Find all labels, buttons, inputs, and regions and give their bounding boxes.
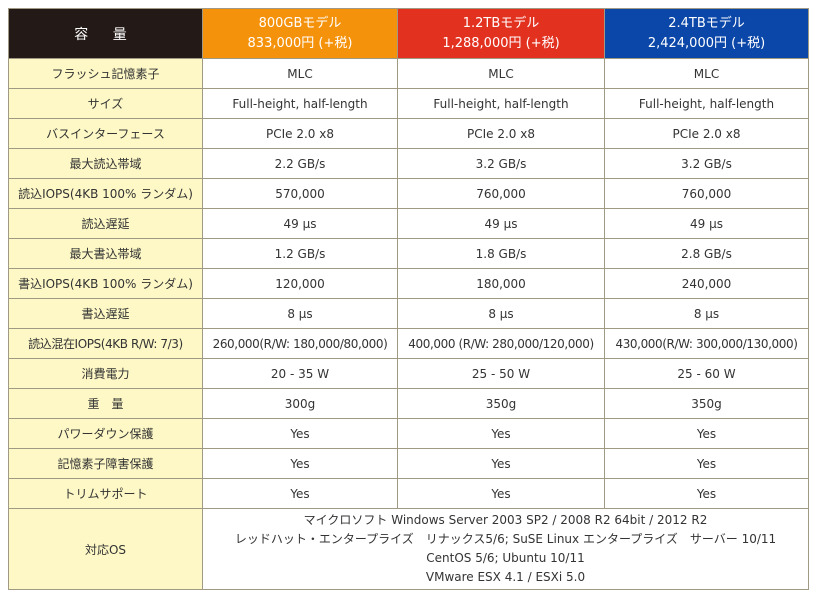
spec-row-mixed-iops: 読込混在IOPS(4KB R/W: 7/3) 260,000(R/W: 180,0…: [8, 328, 809, 359]
spec-value: Yes: [397, 448, 605, 479]
row-label: 読込IOPS(4KB 100% ランダム): [8, 178, 203, 209]
spec-row-trim-support: トリムサポート Yes Yes Yes: [8, 478, 809, 509]
spec-value: 760,000: [604, 178, 809, 209]
spec-value: 180,000: [397, 268, 605, 299]
spec-value: Full-height, half-length: [202, 88, 398, 119]
spec-value: 25 - 60 W: [604, 358, 809, 389]
spec-row-read-iops: 読込IOPS(4KB 100% ランダム) 570,000 760,000 760,0…: [8, 178, 809, 209]
model-header-2-4tb: 2.4TBモデル 2,424,000円 (+税): [604, 8, 809, 59]
row-label: 記憶素子障害保護: [8, 448, 203, 479]
spec-value: 430,000(R/W: 300,000/130,000): [604, 328, 809, 359]
spec-value: Yes: [604, 448, 809, 479]
spec-value: 760,000: [397, 178, 605, 209]
os-line: CentOS 5/6; Ubuntu 10/11: [426, 551, 585, 565]
spec-value: PCIe 2.0 x8: [202, 118, 398, 149]
model-header-800gb: 800GBモデル 833,000円 (+税): [202, 8, 398, 59]
row-label: フラッシュ記憶素子: [8, 58, 203, 89]
row-label: 対応OS: [8, 508, 203, 590]
row-label: 読込遅延: [8, 208, 203, 239]
spec-row-size: サイズ Full-height, half-length Full-height, …: [8, 88, 809, 119]
model-header-1-2tb: 1.2TBモデル 1,288,000円 (+税): [397, 8, 605, 59]
spec-row-weight: 重 量 300g 350g 350g: [8, 388, 809, 419]
model-price: 2,424,000円 (+税): [647, 35, 766, 51]
spec-value: 49 μs: [397, 208, 605, 239]
spec-row-read-latency: 読込遅延 49 μs 49 μs 49 μs: [8, 208, 809, 239]
model-name: 800GBモデル: [258, 15, 342, 31]
capacity-header: 容 量: [8, 8, 203, 59]
spec-value: 260,000(R/W: 180,000/80,000): [202, 328, 398, 359]
spec-value: 2.2 GB/s: [202, 148, 398, 179]
spec-value: 300g: [202, 388, 398, 419]
spec-row-max-read-bandwidth: 最大読込帯域 2.2 GB/s 3.2 GB/s 3.2 GB/s: [8, 148, 809, 179]
spec-row-write-latency: 書込遅延 8 μs 8 μs 8 μs: [8, 298, 809, 329]
spec-row-bus-interface: バスインターフェース PCIe 2.0 x8 PCIe 2.0 x8 PCIe 2.0…: [8, 118, 809, 149]
spec-value: 8 μs: [604, 298, 809, 329]
os-line: マイクロソフト Windows Server 2003 SP2 / 2008 R…: [303, 513, 708, 527]
spec-value: Yes: [397, 418, 605, 449]
spec-row-flash-memory: フラッシュ記憶素子 MLC MLC MLC: [8, 58, 809, 89]
row-label: 読込混在IOPS(4KB R/W: 7/3): [8, 328, 203, 359]
spec-row-power-consumption: 消費電力 20 - 35 W 25 - 50 W 25 - 60 W: [8, 358, 809, 389]
spec-value: 8 μs: [397, 298, 605, 329]
model-name: 2.4TBモデル: [668, 15, 745, 31]
spec-value: Yes: [397, 478, 605, 509]
spec-table: 容 量 800GBモデル 833,000円 (+税) 1.2TBモデル 1,28…: [8, 8, 809, 590]
spec-value: 240,000: [604, 268, 809, 299]
spec-row-max-write-bandwidth: 最大書込帯域 1.2 GB/s 1.8 GB/s 2.8 GB/s: [8, 238, 809, 269]
spec-value: 20 - 35 W: [202, 358, 398, 389]
spec-value: PCIe 2.0 x8: [397, 118, 605, 149]
spec-value: Full-height, half-length: [397, 88, 605, 119]
spec-value: Yes: [202, 448, 398, 479]
row-label: 書込遅延: [8, 298, 203, 329]
spec-value: 49 μs: [202, 208, 398, 239]
os-line: VMware ESX 4.1 / ESXi 5.0: [425, 570, 586, 584]
row-label: パワーダウン保護: [8, 418, 203, 449]
spec-value: 2.8 GB/s: [604, 238, 809, 269]
spec-value: Yes: [202, 478, 398, 509]
spec-row-supported-os: 対応OS マイクロソフト Windows Server 2003 SP2 / 20…: [8, 508, 809, 590]
spec-value: 1.8 GB/s: [397, 238, 605, 269]
row-label: 最大読込帯域: [8, 148, 203, 179]
spec-value: 570,000: [202, 178, 398, 209]
spec-value: Full-height, half-length: [604, 88, 809, 119]
spec-value: Yes: [604, 478, 809, 509]
row-label: バスインターフェース: [8, 118, 203, 149]
header-row: 容 量 800GBモデル 833,000円 (+税) 1.2TBモデル 1,28…: [8, 8, 809, 59]
spec-value: Yes: [604, 418, 809, 449]
spec-value: 120,000: [202, 268, 398, 299]
spec-row-memory-fault-protection: 記憶素子障害保護 Yes Yes Yes: [8, 448, 809, 479]
spec-value: 8 μs: [202, 298, 398, 329]
model-price: 833,000円 (+税): [247, 35, 353, 51]
supported-os-list: マイクロソフト Windows Server 2003 SP2 / 2008 R…: [202, 508, 809, 590]
os-line: レッドハット・エンタープライズ リナックス5/6; SuSE Linux エンタ…: [234, 532, 777, 546]
model-price: 1,288,000円 (+税): [442, 35, 560, 51]
row-label: サイズ: [8, 88, 203, 119]
row-label: 消費電力: [8, 358, 203, 389]
spec-value: 400,000 (R/W: 280,000/120,000): [397, 328, 605, 359]
spec-value: PCIe 2.0 x8: [604, 118, 809, 149]
spec-value: MLC: [397, 58, 605, 89]
spec-value: 25 - 50 W: [397, 358, 605, 389]
spec-row-power-down-protection: パワーダウン保護 Yes Yes Yes: [8, 418, 809, 449]
spec-row-write-iops: 書込IOPS(4KB 100% ランダム) 120,000 180,000 240,0…: [8, 268, 809, 299]
spec-value: MLC: [202, 58, 398, 89]
spec-value: 1.2 GB/s: [202, 238, 398, 269]
spec-value: 49 μs: [604, 208, 809, 239]
row-label: 最大書込帯域: [8, 238, 203, 269]
spec-value: 3.2 GB/s: [604, 148, 809, 179]
spec-value: MLC: [604, 58, 809, 89]
row-label: トリムサポート: [8, 478, 203, 509]
spec-value: 350g: [604, 388, 809, 419]
row-label: 書込IOPS(4KB 100% ランダム): [8, 268, 203, 299]
spec-value: 3.2 GB/s: [397, 148, 605, 179]
row-label: 重 量: [8, 388, 203, 419]
spec-value: 350g: [397, 388, 605, 419]
spec-value: Yes: [202, 418, 398, 449]
model-name: 1.2TBモデル: [462, 15, 540, 31]
